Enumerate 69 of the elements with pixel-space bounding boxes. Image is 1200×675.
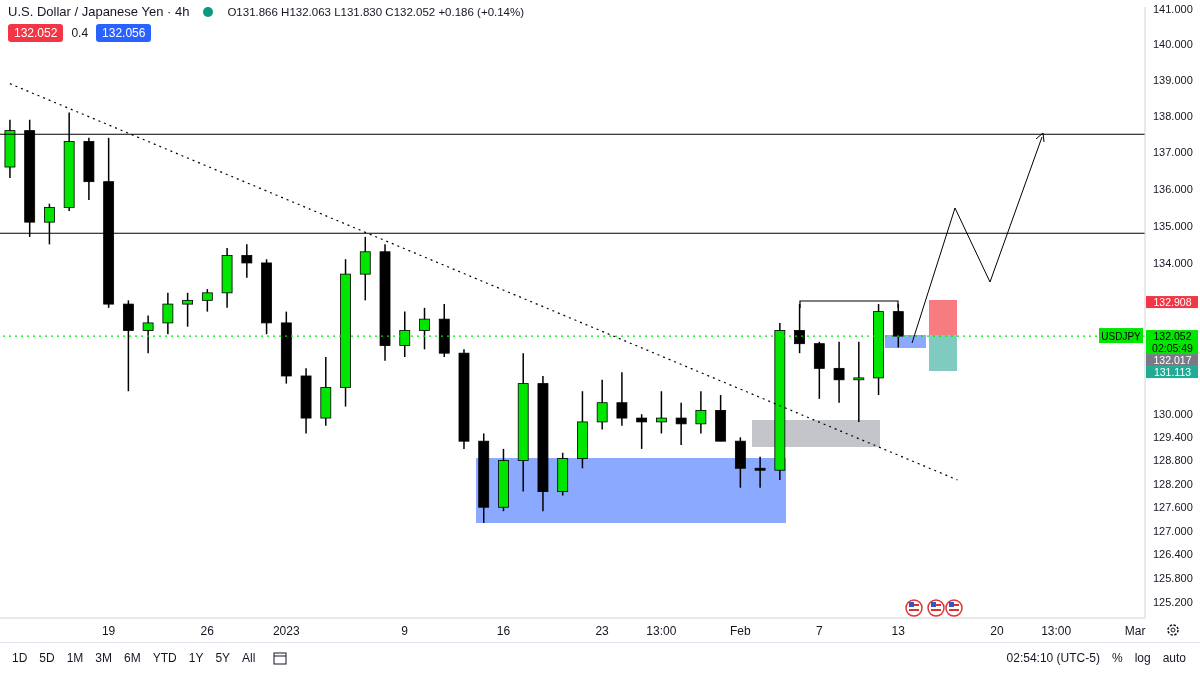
- y-tick-label: 138.000: [1153, 110, 1193, 123]
- text: 5Y: [215, 651, 231, 665]
- text: 1M: [66, 651, 84, 665]
- y-tick-label: 136.000: [1153, 182, 1193, 195]
- y-tick-label: 125.200: [1153, 595, 1193, 608]
- y-tick-label: 137.000: [1153, 146, 1193, 159]
- text: 132.017: [1153, 354, 1192, 367]
- x-tick-label: Mar: [1124, 623, 1146, 638]
- annotation: 0.4: [71, 26, 89, 40]
- candlestick: [201, 288, 213, 313]
- text: auto: [1162, 651, 1186, 665]
- candlestick: [616, 371, 628, 427]
- text: 132.052: [1153, 330, 1192, 343]
- text: 02:05:49: [1152, 342, 1194, 355]
- x-tick-label: 13:00: [646, 623, 677, 638]
- y-tick-label: 135.000: [1153, 219, 1193, 232]
- chart-title: U.S. Dollar / Japanese Yen · 4h: [8, 4, 190, 19]
- y-tick-label: 127.000: [1153, 524, 1193, 537]
- candlestick: [596, 379, 608, 431]
- y-tick-label: 140.000: [1153, 38, 1193, 51]
- text: 132.908: [1153, 296, 1192, 309]
- candlestick: [162, 292, 174, 335]
- x-tick-label: 23: [595, 623, 610, 638]
- text: All: [242, 651, 256, 665]
- text: YTD: [152, 651, 177, 665]
- x-tick-label: 20: [990, 623, 1004, 638]
- text: 5D: [39, 651, 55, 665]
- y-tick-label: 130.000: [1153, 408, 1193, 421]
- y-tick-label: 129.400: [1153, 431, 1193, 444]
- x-tick-label: 2023: [272, 623, 300, 638]
- y-tick-label: 128.800: [1153, 454, 1193, 467]
- x-tick-label: 9: [401, 623, 409, 638]
- text: %: [1111, 651, 1123, 665]
- candlestick: [794, 303, 805, 354]
- y-tick-label: 127.600: [1153, 501, 1193, 514]
- text: 1Y: [188, 651, 204, 665]
- x-tick-label: 19: [101, 623, 116, 638]
- y-tick-label: 134.000: [1153, 256, 1193, 269]
- y-tick-label: 139.000: [1153, 73, 1193, 86]
- text: log: [1134, 651, 1151, 665]
- text: 1D: [12, 651, 28, 665]
- y-tick-label: 128.200: [1153, 477, 1193, 490]
- x-tick-label: 16: [496, 623, 511, 638]
- annotation: 132.056: [96, 24, 152, 42]
- candlestick: [675, 401, 687, 446]
- text: 6M: [124, 651, 141, 665]
- candlestick: [853, 341, 865, 423]
- x-tick-label: 7: [815, 623, 823, 638]
- x-tick-label: 26: [200, 623, 215, 638]
- x-tick-label: 13:00: [1041, 623, 1072, 638]
- text: 02:54:10 (UTC-5): [1006, 651, 1100, 665]
- y-tick-label: 141.000: [1153, 2, 1193, 15]
- y-tick-label: 126.400: [1153, 548, 1193, 561]
- candlestick: [754, 455, 766, 489]
- x-tick-label: Feb: [729, 623, 751, 638]
- candlestick: [695, 390, 707, 435]
- candlestick: [636, 413, 648, 450]
- x-tick-label: 13: [891, 623, 906, 638]
- annotation: 132.052: [8, 24, 64, 42]
- text: 3M: [95, 651, 113, 665]
- candlestick: [241, 243, 253, 279]
- candlestick: [359, 236, 371, 302]
- candlestick: [833, 341, 845, 404]
- chart-subtitle: O131.866 H132.063 L131.830 C132.052 +0.186 (+0.14%): [227, 5, 525, 18]
- candlestick: [656, 390, 667, 435]
- y-tick-label: 125.800: [1153, 572, 1193, 585]
- text: 131.113: [1153, 366, 1192, 379]
- ref-line-label: USDJPY: [1101, 331, 1142, 343]
- candlestick: [182, 292, 194, 328]
